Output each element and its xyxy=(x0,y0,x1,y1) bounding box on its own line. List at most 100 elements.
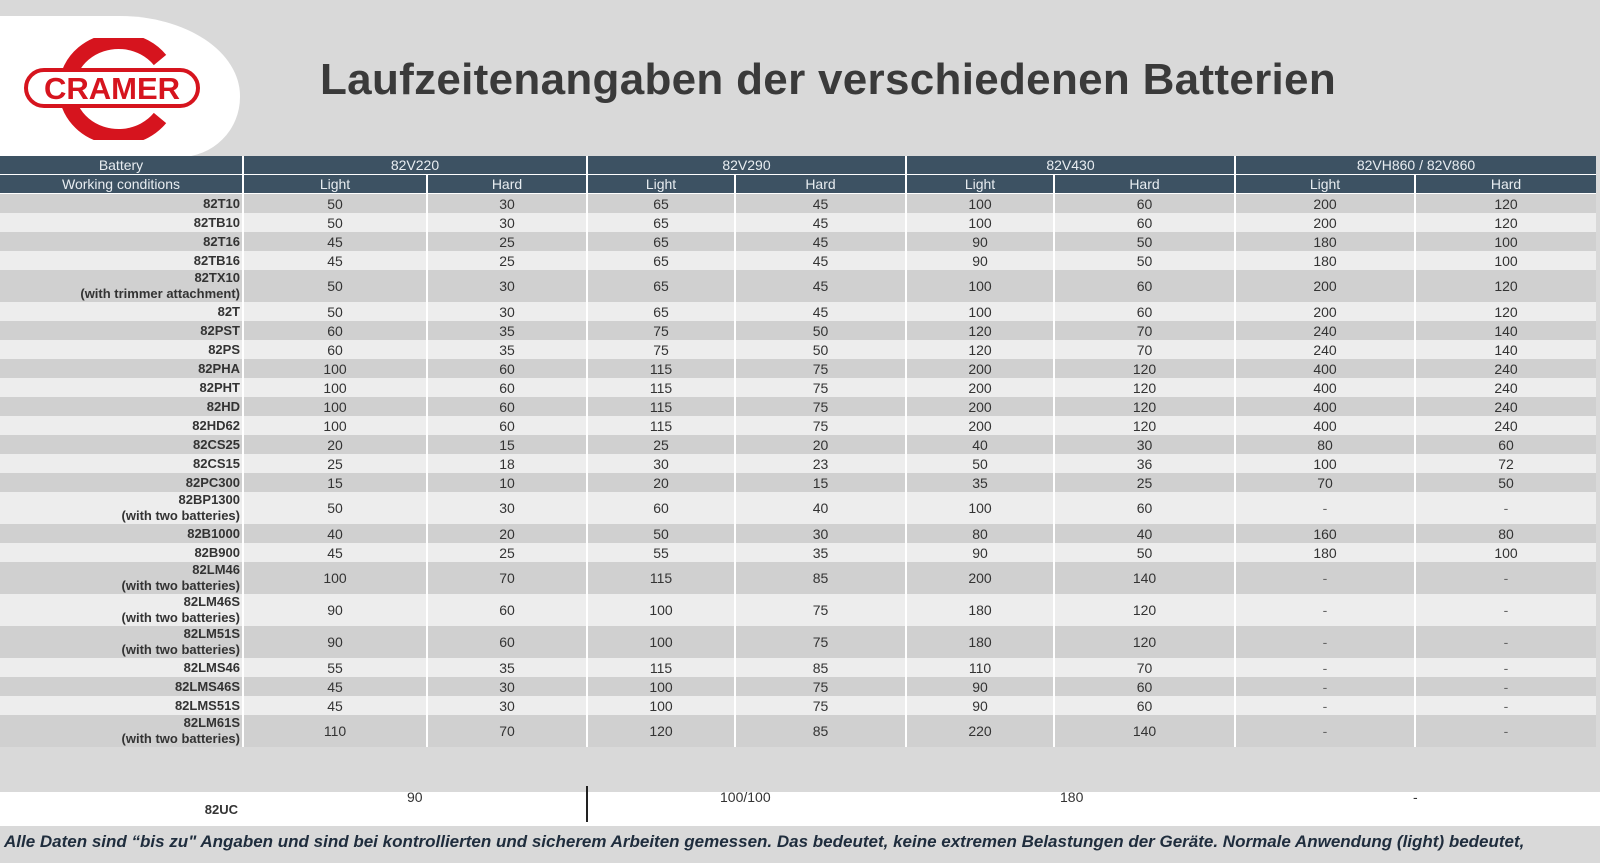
runtime-cell: 120 xyxy=(1413,270,1597,302)
runtime-cell: 85 xyxy=(734,658,906,677)
runtime-cell: - xyxy=(1234,677,1415,696)
logo-text: CRAMER xyxy=(44,71,180,106)
runtime-cell: 40 xyxy=(734,492,906,524)
runtime-cell: 180 xyxy=(1234,251,1415,270)
row-label: 82T xyxy=(0,302,243,321)
runtime-cell: 30 xyxy=(1053,435,1235,454)
runtime-cell: 65 xyxy=(586,270,735,302)
page-header: CRAMER Laufzeitenangaben der verschieden… xyxy=(0,0,1600,157)
runtime-cell: 45 xyxy=(242,543,427,562)
runtime-cell: 55 xyxy=(242,658,427,677)
product-name: 82LM46S xyxy=(183,594,240,609)
runtime-cell: 35 xyxy=(426,658,587,677)
runtime-cell: 60 xyxy=(426,359,587,378)
runtime-cell: 45 xyxy=(734,213,906,232)
runtime-cell: 35 xyxy=(426,321,587,340)
table-row: 82LM51S (with two batteries) 90 60 100 75 180 1… xyxy=(0,626,1597,658)
runtime-cell: 30 xyxy=(426,696,587,715)
runtime-cell: 100 xyxy=(586,594,735,626)
table-row: 82LMS46 55 35 115 85 110 70- - xyxy=(0,658,1597,677)
table-row: 82LM46S (with two batteries) 90 60 100 75 180 1… xyxy=(0,594,1597,626)
product-name: 82PHT xyxy=(199,379,240,395)
table-row: 82CS25 20 15 25 20 40 30 80 60 xyxy=(0,435,1597,454)
runtime-cell: 75 xyxy=(734,696,906,715)
runtime-cell: 400 xyxy=(1234,397,1415,416)
runtime-cell: 20 xyxy=(426,524,587,543)
row-label: 82LMS46S xyxy=(0,677,243,696)
battery-header: 82VH860 / 82V860 xyxy=(1233,156,1597,175)
runtime-cell: 70 xyxy=(1053,340,1235,359)
runtime-cell: 45 xyxy=(734,251,906,270)
runtime-cell: 70 xyxy=(426,715,587,747)
runtime-cell: 90 xyxy=(905,543,1054,562)
runtime-cell: 100 xyxy=(242,562,427,594)
runtime-cell: 200 xyxy=(1234,270,1415,302)
runtime-cell: 100 xyxy=(242,359,427,378)
runtime-cell: - xyxy=(1234,594,1415,626)
runtime-cell: 70 xyxy=(426,562,587,594)
product-name: 82LMS46S xyxy=(174,678,240,694)
runtime-cell: 180 xyxy=(1234,232,1415,251)
table-row: 82HD 100 60 115 75 200 120 400 240 xyxy=(0,397,1597,416)
runtime-cell: 100 xyxy=(586,696,735,715)
runtime-cell: - xyxy=(1413,492,1597,524)
runtime-cell: 120 xyxy=(586,715,735,747)
row-label: 82PST xyxy=(0,321,243,340)
table-row: 82HD62 100 60 115 75 200 120 400 240 xyxy=(0,416,1597,435)
runtime-cell: 400 xyxy=(1234,416,1415,435)
runtime-cell: 200 xyxy=(1234,193,1415,213)
table-row: 82PST 60 35 75 50 120 70 240 140 xyxy=(0,321,1597,340)
runtime-cell: 55 xyxy=(586,543,735,562)
runtime-cell: 25 xyxy=(426,232,587,251)
runtime-cell: - xyxy=(1413,696,1597,715)
runtime-cell: 60 xyxy=(242,340,427,359)
product-name: 82LMS51S xyxy=(174,697,240,713)
product-name: 82T10 xyxy=(203,195,240,211)
runtime-cell: - xyxy=(1413,715,1597,747)
runtime-cell: 120 xyxy=(1413,213,1597,232)
runtime-cell: 30 xyxy=(734,524,906,543)
product-name: 82LM61S xyxy=(183,715,240,730)
runtime-cell: 120 xyxy=(905,340,1054,359)
runtime-cell: 45 xyxy=(242,232,427,251)
runtime-cell: 65 xyxy=(586,213,735,232)
runtime-cell: 35 xyxy=(905,473,1054,492)
row-label: 82CS25 xyxy=(0,435,243,454)
uc-value: 100/100 xyxy=(720,789,771,805)
runtime-cell: 85 xyxy=(734,562,906,594)
runtime-cell: 50 xyxy=(242,492,427,524)
runtime-cell: - xyxy=(1413,562,1597,594)
row-label: 82LM61S (with two batteries) xyxy=(0,715,243,747)
runtime-cell: 400 xyxy=(1234,378,1415,397)
runtime-cell: 100 xyxy=(1413,232,1597,251)
table-row: 82TB10 50 30 65 45 100 60 200 120 xyxy=(0,213,1597,232)
hard-header: Hard xyxy=(734,174,906,194)
row-label: 82TB16 xyxy=(0,251,243,270)
runtime-cell: 60 xyxy=(1053,696,1235,715)
product-name: 82B900 xyxy=(194,544,240,560)
runtime-cell: - xyxy=(1234,626,1415,658)
battery-header: 82V220 xyxy=(242,156,587,175)
runtime-cell: 50 xyxy=(734,340,906,359)
runtime-cell: 80 xyxy=(1234,435,1415,454)
runtime-cell: 40 xyxy=(242,524,427,543)
product-note: (with two batteries) xyxy=(121,578,240,593)
product-note: (with two batteries) xyxy=(121,610,240,625)
table-row: 82PHA 100 60 115 75 200 120 400 240 xyxy=(0,359,1597,378)
runtime-cell: 240 xyxy=(1413,359,1597,378)
runtime-cell: 65 xyxy=(586,302,735,321)
row-label: 82LM46S (with two batteries) xyxy=(0,594,243,626)
runtime-cell: 65 xyxy=(586,193,735,213)
runtime-cell: - xyxy=(1234,492,1415,524)
runtime-cell: 20 xyxy=(242,435,427,454)
table-row: 82TB16 45 25 65 45 90 50 180 100 xyxy=(0,251,1597,270)
runtime-cell: 120 xyxy=(1053,397,1235,416)
runtime-cell: 40 xyxy=(905,435,1054,454)
runtime-cell: 25 xyxy=(1053,473,1235,492)
runtime-cell: 200 xyxy=(905,359,1054,378)
runtime-cell: 75 xyxy=(734,359,906,378)
product-name: 82PST xyxy=(200,322,240,338)
runtime-cell: 45 xyxy=(242,251,427,270)
row-label: 82T16 xyxy=(0,232,243,251)
row-label: 82PC300 xyxy=(0,473,243,492)
